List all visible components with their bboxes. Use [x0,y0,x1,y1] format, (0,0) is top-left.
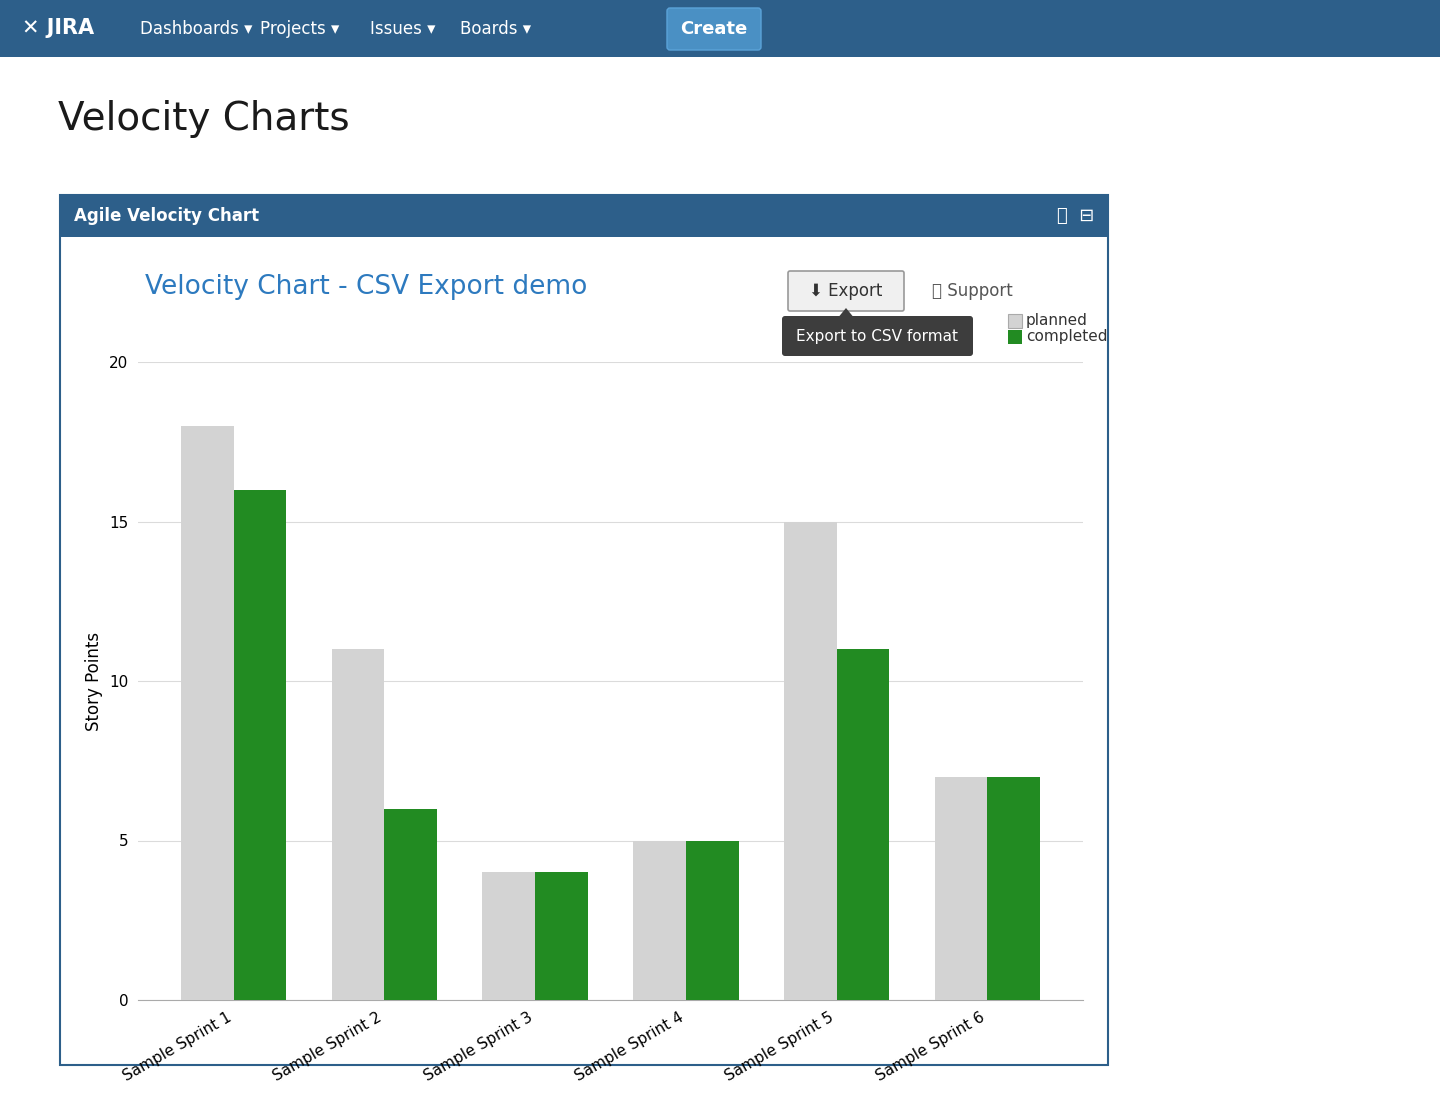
Text: Issues ▾: Issues ▾ [370,20,435,38]
Text: Projects ▾: Projects ▾ [261,20,340,38]
Bar [1008,314,1022,328]
Text: Dashboards ▾: Dashboards ▾ [140,20,252,38]
Polygon shape [837,308,855,319]
Text: ✕ JIRA: ✕ JIRA [22,19,94,39]
Bar [482,872,536,1001]
Bar [1008,330,1022,343]
Text: ⓘ Support: ⓘ Support [932,283,1012,300]
Bar [935,777,988,1001]
Text: Export to CSV format: Export to CSV format [796,328,959,343]
Bar [685,841,739,1001]
FancyBboxPatch shape [782,316,973,356]
Text: ⬇ Export: ⬇ Export [809,283,883,300]
Y-axis label: Story Points: Story Points [85,632,104,730]
Text: completed: completed [1025,329,1107,345]
FancyBboxPatch shape [667,8,760,50]
Bar [233,490,287,1001]
Text: ⤢  ⊟: ⤢ ⊟ [1057,207,1094,225]
Bar [60,195,1107,1065]
Bar [988,777,1040,1001]
Bar [60,195,1107,237]
Bar [837,649,890,1001]
Bar [783,522,837,1001]
Text: Create: Create [680,20,747,38]
Text: Agile Velocity Chart: Agile Velocity Chart [73,207,259,225]
Text: Boards ▾: Boards ▾ [459,20,531,38]
FancyBboxPatch shape [788,271,904,311]
Bar [0,0,1440,57]
Bar [331,649,384,1001]
Text: planned: planned [1025,314,1087,328]
Text: Velocity Charts: Velocity Charts [58,100,350,138]
Bar [536,872,588,1001]
Text: Velocity Chart - CSV Export demo: Velocity Chart - CSV Export demo [145,274,588,300]
Bar [181,425,233,1001]
Bar [384,809,438,1001]
Bar [634,841,685,1001]
